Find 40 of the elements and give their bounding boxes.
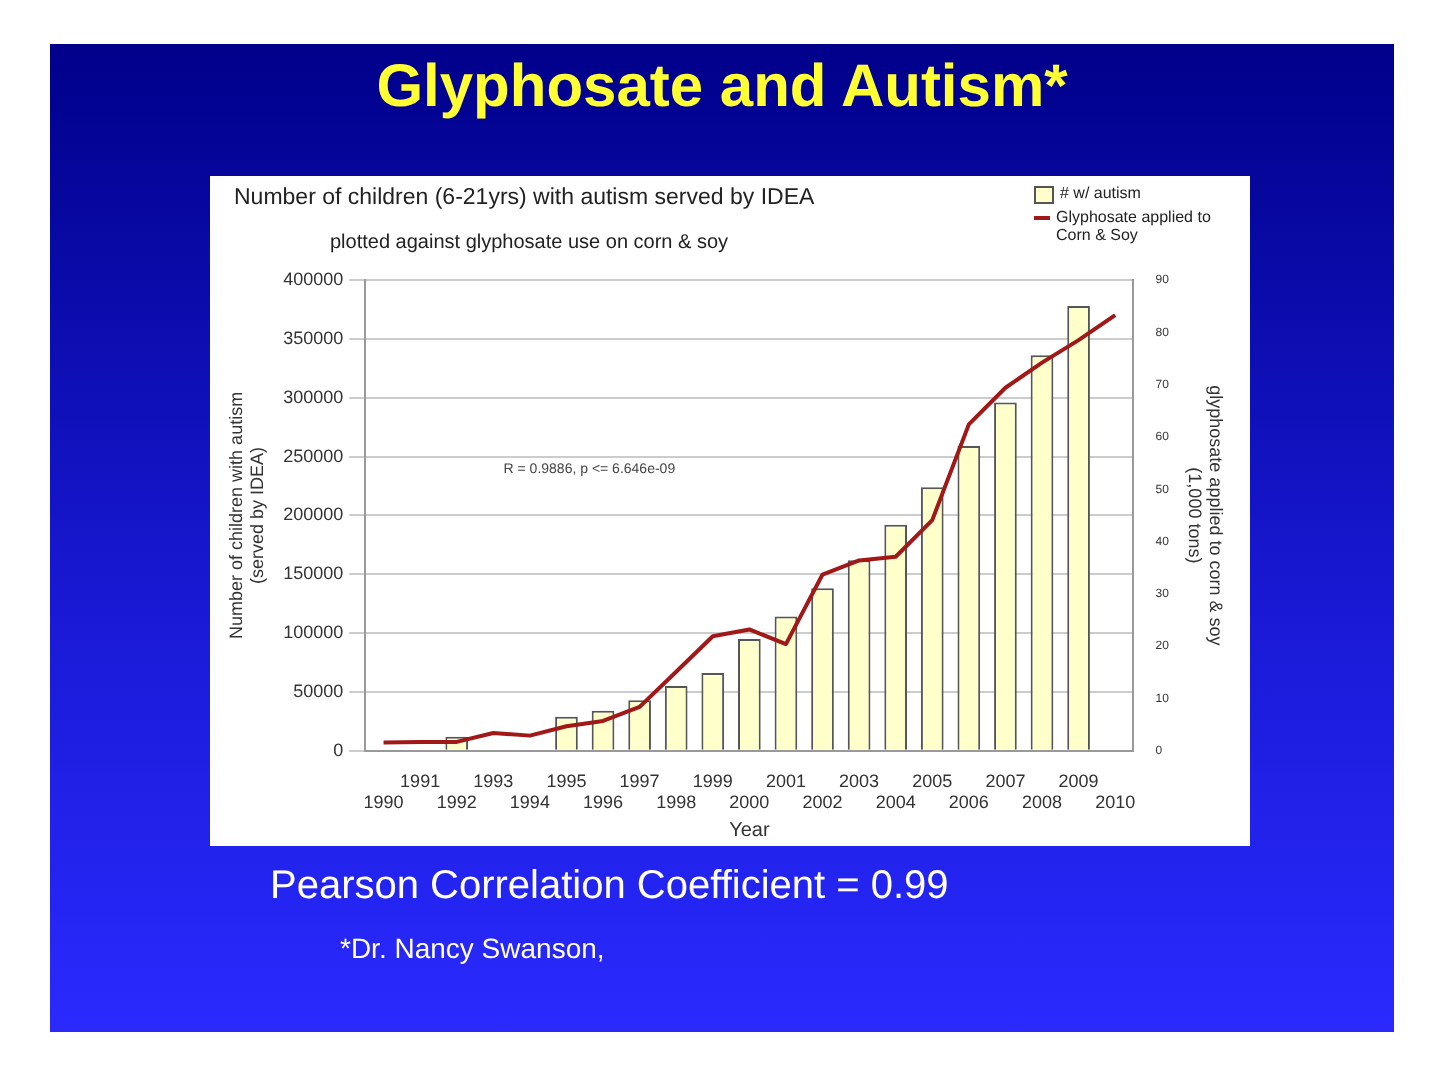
x-tick-label: 2007	[985, 770, 1026, 791]
y-tick-label: 300000	[283, 386, 344, 407]
x-tick-label: 2003	[839, 770, 880, 791]
x-tick-label: 2008	[1021, 792, 1063, 813]
y-tick-label: 350000	[283, 327, 344, 348]
text: *Dr. Nancy Swanson,	[340, 932, 605, 964]
x-tick-label: 2002	[802, 792, 843, 813]
x-tick-label: 1992	[436, 792, 477, 813]
x-tick-label: 2001	[765, 770, 806, 791]
y-tick-label: 100000	[283, 622, 344, 643]
x-tick-label: 2000	[729, 792, 770, 813]
x-tick-label: 1995	[546, 770, 587, 791]
x-tick-label: 2004	[875, 792, 916, 813]
legend-label: # w/ autism	[1060, 184, 1141, 202]
x-tick-label: 2009	[1058, 770, 1099, 791]
x-axis-title: Year	[729, 819, 771, 842]
y-tick-label: 0	[333, 739, 344, 760]
x-tick-label: 2010	[1095, 792, 1136, 813]
y-tick-label: 400000	[283, 268, 344, 289]
text: Pearson Correlation Coefficient = 0.99	[270, 864, 949, 910]
x-tick-label: 2006	[948, 792, 989, 813]
text: plotted against glyphosate use on corn & soy	[330, 232, 729, 254]
x-tick-label: 1997	[619, 770, 660, 791]
legend-label: Glyphosate applied to Corn & Soy	[1056, 208, 1213, 244]
chart-subtitle: Number of children (6-21yrs) with autism served by IDEA	[234, 186, 815, 210]
y-tick-label: 150000	[283, 563, 344, 584]
y-tick-label: 50000	[293, 680, 344, 701]
x-tick-label: 2005	[912, 770, 953, 791]
y2-axis-title: glyphosate applied to corn & soy (1,000 tons)	[1184, 385, 1227, 647]
x-tick-label: 1999	[692, 770, 733, 791]
x-tick-label: 1990	[363, 792, 404, 813]
y-axis-title: Number of children with autism (served by IDEA)	[225, 391, 268, 639]
x-tick-label: 1991	[400, 770, 441, 791]
y-tick-label: 200000	[283, 504, 344, 525]
x-tick-label: 1998	[656, 792, 697, 813]
x-tick-label: 1996	[583, 792, 624, 813]
x-tick-label: 1993	[473, 770, 514, 791]
y-tick-label: 250000	[283, 445, 344, 466]
x-tick-label: 1994	[509, 792, 550, 813]
chart-title: Glyphosate and Autism*	[374, 54, 1070, 122]
